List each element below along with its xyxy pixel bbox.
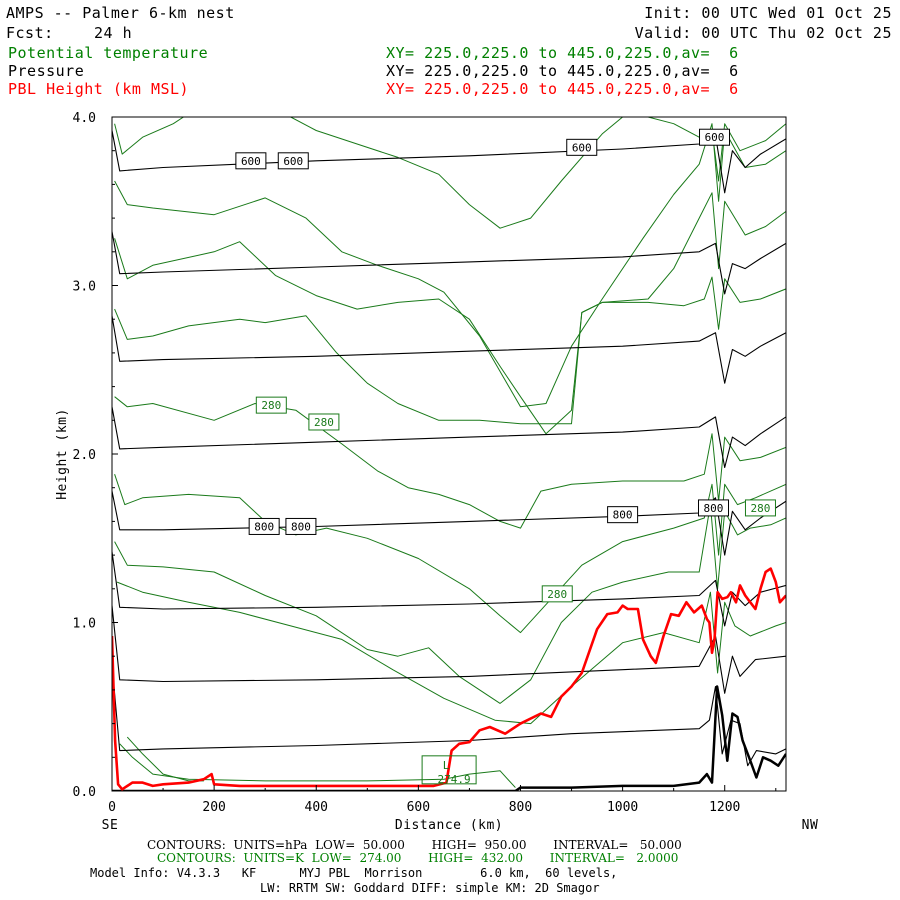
y-tick-label: 0.0 xyxy=(73,785,96,800)
theta-contour-274 xyxy=(119,743,516,788)
contour-label-text: 280 xyxy=(261,399,281,412)
contour-label: 800 xyxy=(248,517,280,535)
pressure-contour-600 xyxy=(112,130,786,194)
theta-contour-282 xyxy=(114,474,786,634)
x-tick-label: 200 xyxy=(202,800,225,815)
contour-label: 280 xyxy=(308,413,340,431)
theta-contours xyxy=(114,117,786,788)
contour-label: 280 xyxy=(541,585,573,603)
terrain-line xyxy=(112,685,786,791)
pbl-height-line xyxy=(112,567,786,791)
x-tick-label: 1200 xyxy=(709,800,740,815)
right-endpoint-label: NW xyxy=(802,818,819,833)
contour-label: 280 xyxy=(744,499,776,517)
low-marker-value: 274.9 xyxy=(438,773,471,786)
footer-theta-contours: CONTOURS: UNITS=K LOW= 274.00 HIGH= 432.… xyxy=(157,851,679,865)
field-xy-pressure: XY= 225.0,225.0 to 445.0,225.0,av= 6 xyxy=(386,62,739,80)
valid-time: Valid: 00 UTC Thu 02 Oct 25 xyxy=(634,24,892,42)
contour-label-box xyxy=(607,506,639,524)
plot-frame xyxy=(111,116,787,792)
contour-label: 600 xyxy=(277,152,309,170)
contour-label-box xyxy=(285,517,317,535)
contour-label-text: 800 xyxy=(704,502,724,515)
pressure-contour-900 xyxy=(112,605,786,694)
contour-label-text: 600 xyxy=(572,141,592,154)
contour-label-box xyxy=(541,585,573,603)
field-xy-pbl: XY= 225.0,225.0 to 445.0,225.0,av= 6 xyxy=(386,80,739,98)
contour-labels: 600 600 600 600 800 800 800 800 280 280 280 280 L274… xyxy=(235,128,776,786)
x-tick-label: 400 xyxy=(305,800,328,815)
field-name-theta: Potential temperature xyxy=(8,44,209,62)
contour-label-box xyxy=(235,152,267,170)
contour-label-box xyxy=(248,517,280,535)
pbl-line xyxy=(112,567,786,791)
contour-label-box xyxy=(566,138,598,156)
contour-label-box xyxy=(744,499,776,517)
x-tick-label: 0 xyxy=(108,800,116,815)
contour-label-box xyxy=(277,152,309,170)
y-tick-label: 2.0 xyxy=(73,448,96,463)
axes: 0.0 1.0 2.0 3.0 4.0 0 200 400 600 800 1000 1200 Dist… xyxy=(55,111,818,833)
pressure-contour-700 xyxy=(112,315,786,384)
terrain-line xyxy=(112,685,786,791)
contour-label: 800 xyxy=(697,499,729,517)
pressure-contour-750 xyxy=(112,406,786,469)
x-tick-label: 600 xyxy=(407,800,430,815)
contour-label-text: 600 xyxy=(283,155,303,168)
contour-label: 600 xyxy=(566,138,598,156)
theta-contour-296 xyxy=(647,117,786,182)
contour-label: 280 xyxy=(255,396,287,414)
init-time: Init: 00 UTC Wed 01 Oct 25 xyxy=(644,4,892,22)
theta-contour-284 xyxy=(114,396,786,529)
contour-label-text: 800 xyxy=(613,509,633,522)
left-endpoint-label: SE xyxy=(102,818,119,833)
pressure-contour-850 xyxy=(112,551,786,627)
forecast-label: Fcst: xyxy=(6,24,54,42)
theta-contour-288 xyxy=(114,192,786,435)
contour-label-box xyxy=(699,128,731,146)
contour-label-text: 600 xyxy=(705,131,725,144)
footer-model-info: Model Info: V4.3.3 KF MYJ PBL Morrison 6… xyxy=(90,866,618,880)
theta-contour-292 xyxy=(114,117,184,155)
contour-label-text: 280 xyxy=(547,588,567,601)
x-tick-label: 800 xyxy=(509,800,532,815)
pressure-contours xyxy=(112,130,786,767)
field-xy-theta: XY= 225.0,225.0 to 445.0,225.0,av= 6 xyxy=(386,44,739,62)
y-tick-label: 3.0 xyxy=(73,280,96,295)
footer-pressure-contours: CONTOURS: UNITS=hPa LOW= 50.000 HIGH= 95… xyxy=(147,838,682,852)
contour-label-text: 280 xyxy=(314,416,334,429)
x-tick-label: 1000 xyxy=(607,800,638,815)
contour-label-text: 800 xyxy=(254,520,274,533)
low-marker-box xyxy=(421,755,477,785)
x-axis-label: Distance (km) xyxy=(395,818,503,833)
contour-label-text: 800 xyxy=(291,520,311,533)
contour-label-box xyxy=(255,396,287,414)
footer-physics-info: LW: RRTM SW: Goddard DIFF: simple KM: 2D… xyxy=(260,881,600,895)
field-name-pressure: Pressure xyxy=(8,62,85,80)
y-tick-label: 1.0 xyxy=(73,617,96,632)
theta-contour-290 xyxy=(114,123,786,408)
contour-label: 600 xyxy=(699,128,731,146)
field-name-pbl: PBL Height (km MSL) xyxy=(8,80,190,98)
contour-label-text: 280 xyxy=(751,502,771,515)
contour-label: 600 xyxy=(235,152,267,170)
forecast-value: 24 h xyxy=(94,24,133,42)
pressure-contour-650 xyxy=(112,231,786,295)
contour-label: 800 xyxy=(607,506,639,524)
contour-label-box xyxy=(308,413,340,431)
y-axis-label: Height (km) xyxy=(55,408,70,500)
theta-contour-276 xyxy=(126,736,204,782)
y-tick-label: 4.0 xyxy=(73,111,96,126)
low-marker-letter: L xyxy=(443,759,450,772)
contour-label-text: 600 xyxy=(241,155,261,168)
pressure-contour-800 xyxy=(112,490,786,556)
theta-contour-286 xyxy=(114,276,786,425)
theta-contour-294 xyxy=(290,117,623,229)
pressure-contour-950 xyxy=(112,664,786,767)
contour-label: 800 xyxy=(285,517,317,535)
chart-title: AMPS -- Palmer 6-km nest xyxy=(6,4,235,22)
contour-label-box xyxy=(697,499,729,517)
